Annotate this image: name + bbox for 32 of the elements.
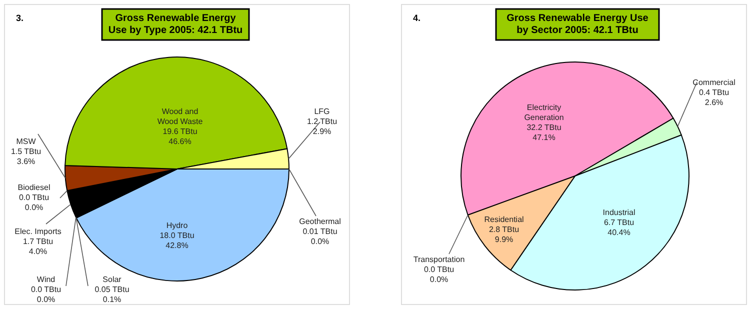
slice-label: Wood and Wood Waste: [157, 107, 204, 126]
data-label: 1.7 TBtu 4.0%: [22, 237, 54, 256]
text: 0.01 TBtu 0.0%: [302, 227, 338, 246]
slice-label: LFG: [314, 107, 330, 116]
data-label: 2.8 TBtu 9.9%: [488, 225, 520, 244]
slice-label: Industrial: [602, 208, 636, 217]
category-label: Transportation: [413, 255, 465, 264]
data-label: 0.4 TBtu 2.6%: [698, 88, 730, 107]
slice-label: Electricity Generation: [524, 103, 564, 122]
slice-label: Commercial: [692, 78, 736, 87]
text: 4.: [413, 13, 421, 23]
slice-label: MSW: [16, 137, 36, 146]
text: 0.0 TBtu 0.0%: [424, 265, 454, 284]
data-label: 0.05 TBtu 0.1%: [94, 285, 130, 304]
slice-label: Solar: [102, 275, 122, 284]
data-label: 32.2 TBtu 47.1%: [526, 123, 562, 142]
category-label: Wind: [36, 275, 56, 284]
slice-label: Hydro: [166, 221, 188, 230]
data-label: 1.2 TBtu 2.9%: [306, 117, 338, 136]
slice-label: Elec. Imports: [14, 227, 62, 236]
data-label: 19.6 TBtu 46.6%: [162, 127, 198, 146]
chart-title: Gross Renewable Energy Use by Sector 2005: 42.1 TBtu: [506, 13, 649, 36]
text: 3.: [16, 13, 24, 23]
text: 0.0 TBtu 0.0%: [18, 193, 50, 212]
category-label: Biodiesel: [18, 183, 50, 192]
chart-title: Gross Renewable Energy Use by Type 2005: 42.1 TBtu: [108, 13, 243, 36]
text: 0.0 TBtu 0.0%: [30, 285, 62, 304]
data-label: 18.0 TBtu 42.8%: [160, 231, 194, 250]
data-label: 1.5 TBtu 3.6%: [10, 147, 42, 166]
category-label: Geothermal: [299, 217, 341, 226]
slice-label: Residential: [484, 215, 524, 224]
data-label: 6.7 TBtu 40.4%: [604, 218, 634, 237]
